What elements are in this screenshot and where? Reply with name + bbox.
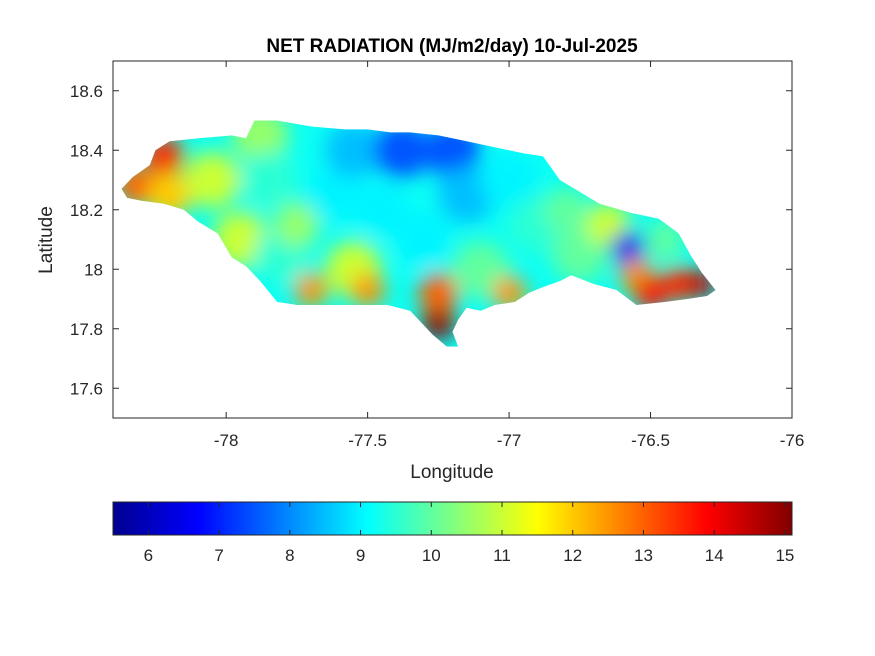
colorbar-tick-label: 11 — [493, 546, 511, 565]
y-tick-label: 18 — [84, 260, 103, 279]
y-tick-label: 18.2 — [70, 201, 103, 220]
colorbar-tick-label: 15 — [775, 546, 794, 565]
heatmap-cell — [543, 187, 589, 233]
colorbar-tick-label: 9 — [356, 546, 365, 565]
chart-title: NET RADIATION (MJ/m2/day) 10-Jul-2025 — [266, 36, 638, 57]
colorbar-tick-label: 7 — [214, 546, 223, 565]
y-axis-label: Latitude — [36, 206, 57, 274]
x-tick-label: -78 — [214, 431, 239, 450]
heatmap-cell — [421, 305, 456, 340]
y-tick-label: 17.8 — [70, 320, 103, 339]
colorbar — [112, 501, 793, 536]
colorbar-tick-label: 6 — [144, 546, 153, 565]
heatmap-cell — [373, 122, 430, 179]
heatmap-cell — [452, 240, 510, 298]
colorbar-tick-label: 12 — [563, 546, 582, 565]
heatmap-cell — [353, 181, 411, 239]
heatmap-cell — [395, 211, 453, 268]
y-tick-label: 18.6 — [70, 82, 103, 101]
heatmap-cell — [480, 151, 538, 209]
heatmap-cell — [325, 122, 382, 179]
x-tick-label: -76 — [780, 431, 805, 450]
heatmap-cell — [418, 273, 459, 313]
heatmap-cell — [610, 231, 645, 266]
colorbar-tick-label: 13 — [634, 546, 653, 565]
x-tick-label: -76.5 — [631, 431, 670, 450]
x-axis-label: Longitude — [410, 462, 493, 483]
colorbar-tick-label: 10 — [422, 546, 441, 565]
heatmap-cell — [350, 273, 385, 308]
heatmap-cell — [661, 267, 696, 302]
heatmap-cell — [240, 151, 297, 209]
colorbar-tick-label: 14 — [705, 546, 724, 565]
heatmap-cell — [274, 202, 320, 248]
y-tick-label: 17.6 — [70, 379, 103, 398]
heatmap-cell — [305, 166, 363, 224]
heatmap-cell — [183, 151, 241, 209]
y-tick-label: 18.4 — [70, 141, 103, 160]
heatmap-cell — [294, 273, 328, 308]
heatmap-cell — [438, 166, 495, 224]
colorbar-tick-label: 8 — [285, 546, 294, 565]
x-tick-label: -77.5 — [348, 431, 387, 450]
heatmap-cell — [633, 276, 668, 310]
x-tick-label: -77 — [497, 431, 522, 450]
